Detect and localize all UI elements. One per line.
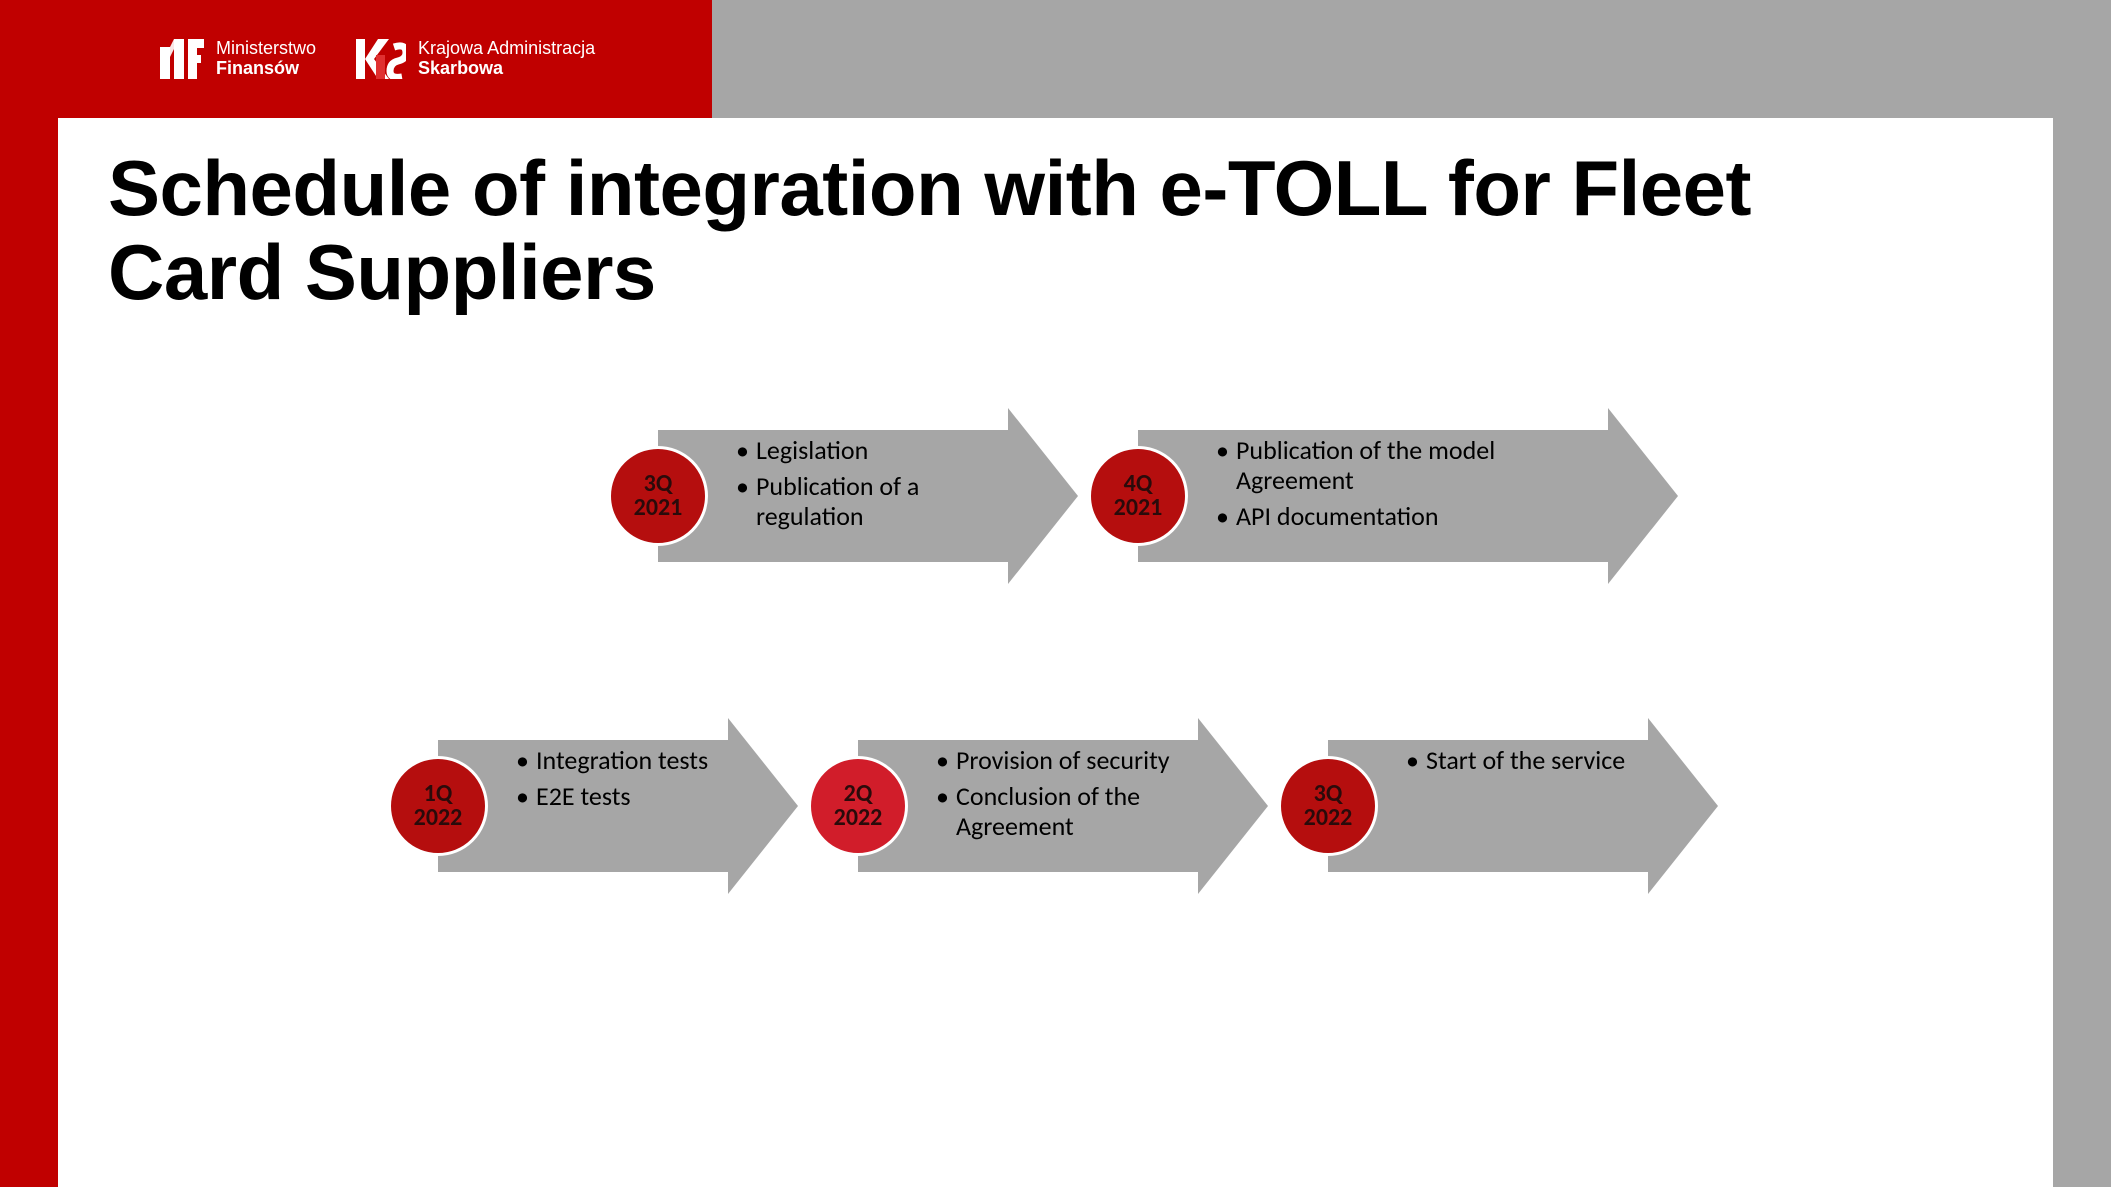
- arrow-q4-2021: 4Q2021Publication of the model Agreement…: [1138, 408, 1678, 584]
- arrow-head-icon: [728, 718, 798, 894]
- arrow-q3-2021: 3Q2021LegislationPublication of a regula…: [658, 408, 1078, 584]
- period-year: 2022: [414, 806, 463, 830]
- period-year: 2022: [834, 806, 883, 830]
- logo-ministerstwo-text: Ministerstwo Finansów: [216, 39, 316, 79]
- bullet-item: API documentation: [1216, 502, 1598, 532]
- bullet-item: Publication of the model Agreement: [1216, 436, 1598, 496]
- arrow-head-icon: [1198, 718, 1268, 894]
- header-bar: Ministerstwo Finansów Krajowa Administra…: [0, 0, 712, 118]
- arrow-q1-2022: 1Q2022Integration testsE2E tests: [438, 718, 798, 894]
- bullet-item: Integration tests: [516, 746, 718, 776]
- slide-frame: Ministerstwo Finansów Krajowa Administra…: [0, 0, 2111, 1187]
- period-year: 2021: [634, 496, 683, 520]
- period-circle: 3Q2022: [1278, 756, 1378, 856]
- bullet-item: Provision of security: [936, 746, 1188, 776]
- arrow-bullets: Publication of the model Agreement API do…: [1216, 436, 1598, 538]
- mf-logo-icon: [160, 39, 204, 79]
- arrow-bullets: Provision of security Conclusion of the A…: [936, 746, 1188, 848]
- bullet-item: Start of the service: [1406, 746, 1638, 776]
- period-circle: 2Q2022: [808, 756, 908, 856]
- period-year: 2022: [1304, 806, 1353, 830]
- logo1-line2: Finansów: [216, 59, 316, 79]
- arrow-q2-2022: 2Q2022Provision of securityConclusion of…: [858, 718, 1268, 894]
- period-year: 2021: [1114, 496, 1163, 520]
- logo2-line2: Skarbowa: [418, 59, 595, 79]
- bullet-item: Publication of a regulation: [736, 472, 998, 532]
- bullet-item: Legislation: [736, 436, 998, 466]
- content-panel: Schedule of integration with e-TOLL for …: [58, 118, 2053, 1187]
- kas-logo-icon: [356, 39, 406, 79]
- page-title: Schedule of integration with e-TOLL for …: [108, 146, 1808, 314]
- arrow-bullets: Start of the service: [1406, 746, 1638, 782]
- schedule-diagram: 3Q2021 Legislation Publication of a regula…: [58, 408, 2053, 1108]
- bullet-item: Conclusion of the Agreement: [936, 782, 1188, 842]
- arrow-q3-2022: 3Q2022Start of the service: [1328, 718, 1718, 894]
- arrow-head-icon: [1648, 718, 1718, 894]
- logo-kas-text: Krajowa Administracja Skarbowa: [418, 39, 595, 79]
- period-circle: 4Q2021: [1088, 446, 1188, 546]
- period-circle: 1Q2022: [388, 756, 488, 856]
- logo1-line1: Ministerstwo: [216, 39, 316, 59]
- logo-ministerstwo: Ministerstwo Finansów: [160, 39, 316, 79]
- arrow-bullets: Integration tests E2E tests: [516, 746, 718, 818]
- arrow-head-icon: [1008, 408, 1078, 584]
- bullet-item: E2E tests: [516, 782, 718, 812]
- arrow-head-icon: [1608, 408, 1678, 584]
- logo-kas: Krajowa Administracja Skarbowa: [356, 39, 595, 79]
- logo2-line1: Krajowa Administracja: [418, 39, 595, 59]
- period-circle: 3Q2021: [608, 446, 708, 546]
- arrow-bullets: Legislation Publication of a regulation: [736, 436, 998, 538]
